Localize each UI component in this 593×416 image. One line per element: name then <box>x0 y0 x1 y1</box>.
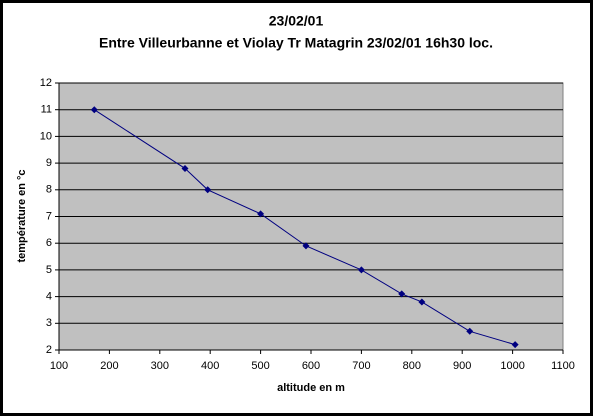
data-point <box>90 106 98 114</box>
x-tick-label: 400 <box>201 360 219 372</box>
x-tick-label: 800 <box>403 360 421 372</box>
y-tick-label: 8 <box>46 184 52 196</box>
data-point <box>357 266 365 274</box>
data-point <box>257 210 265 218</box>
y-tick-label: 5 <box>46 264 52 276</box>
data-line <box>94 109 516 346</box>
x-axis-title: altitude en m <box>277 382 345 394</box>
data-point <box>204 186 212 194</box>
y-tick-label: 11 <box>41 104 52 116</box>
x-tick-label: 500 <box>251 360 269 372</box>
data-point <box>511 341 519 349</box>
y-tick-label: 7 <box>46 210 52 222</box>
data-point <box>418 298 426 306</box>
data-point <box>302 242 310 250</box>
y-axis-title: température en °c <box>16 169 28 262</box>
x-tick-label: 700 <box>352 360 370 372</box>
x-tick-label: 1000 <box>500 360 524 372</box>
y-tick-label: 3 <box>46 317 52 329</box>
x-tick-label: 100 <box>50 360 68 372</box>
x-tick-label: 1100 <box>551 360 575 372</box>
y-tick-label: 4 <box>46 291 52 303</box>
chart-subtitle: Entre Villeurbanne et Violay Tr Matagrin… <box>99 35 493 51</box>
x-tick-label: 600 <box>302 360 320 372</box>
data-point <box>466 327 474 335</box>
data-point <box>398 290 406 298</box>
x-tick-label: 200 <box>100 360 118 372</box>
y-tick-label: 2 <box>46 344 52 356</box>
y-tick-label: 6 <box>46 237 52 249</box>
y-tick-label: 9 <box>46 157 52 169</box>
y-tick-label: 10 <box>40 130 52 142</box>
x-tick-label: 900 <box>453 360 471 372</box>
data-point <box>181 164 189 172</box>
x-tick-label: 300 <box>151 360 169 372</box>
chart-title: 23/02/01 <box>269 13 324 29</box>
y-tick-label: 12 <box>40 77 52 89</box>
